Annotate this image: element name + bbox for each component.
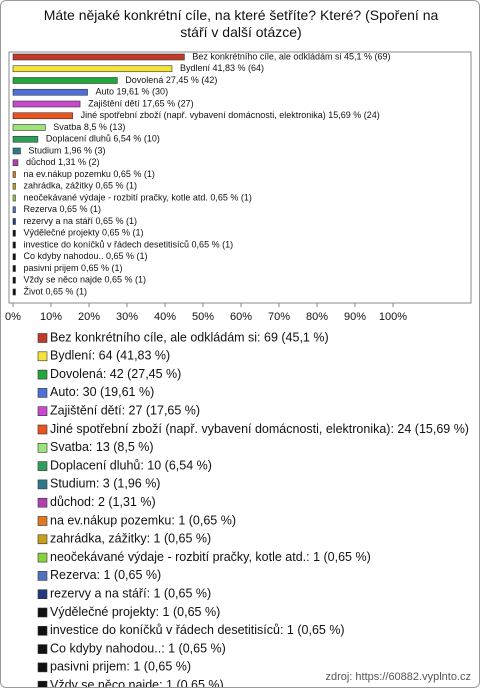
legend-swatch	[37, 571, 48, 581]
legend-label: důchod: 2 (1,31 %)	[50, 495, 156, 509]
bar	[12, 288, 16, 296]
bar-label: neočekávané výdaje - rozbití pračky, kot…	[23, 192, 251, 202]
legend-label: rezervy a na stáří: 1 (0,65 %)	[50, 586, 211, 600]
legend-swatch	[37, 662, 48, 673]
bar-label: Studium 1,96 % (3)	[28, 145, 105, 155]
bar-label: Co kdyby nahodou.. 0,65 % (1)	[23, 251, 147, 261]
x-tick-label: 0%	[5, 311, 21, 323]
bar	[12, 135, 39, 143]
legend-label: Auto: 30 (19,61 %)	[50, 385, 154, 399]
legend-swatch	[37, 644, 48, 654]
bar-label: Bez konkrétního cíle, ale odkládám si 45…	[192, 51, 390, 61]
bar	[12, 65, 173, 73]
bar	[12, 206, 16, 214]
legend-swatch	[37, 424, 48, 435]
legend-label: Studium: 3 (1,96 %)	[50, 477, 160, 491]
legend-swatch	[37, 589, 48, 600]
bar-label: Zajištění dětí 17,65 % (27)	[88, 98, 194, 108]
bar-label: zahrádka, zážitky 0,65 % (1)	[23, 181, 137, 191]
bar	[12, 276, 16, 284]
x-tick-label: 90%	[344, 311, 366, 323]
bar-label: Vždy se něco najde 0,65 % (1)	[23, 275, 146, 285]
legend-swatch	[37, 461, 48, 471]
bar-label: Doplacení dluhů 6,54 % (10)	[46, 134, 160, 144]
bar-label: na ev.nákup pozemku 0,65 % (1)	[23, 169, 154, 179]
bar	[12, 77, 118, 84]
legend-swatch	[37, 680, 48, 687]
bar-label: Jiné spotřební zboží (např. vybavení dom…	[81, 110, 380, 120]
legend-swatch	[37, 351, 48, 362]
legend-swatch	[37, 442, 48, 453]
bar	[12, 265, 16, 272]
x-tick-label: 100%	[379, 311, 407, 323]
x-tick-label: 10%	[40, 311, 62, 323]
x-tick-label: 30%	[116, 311, 138, 323]
source: zdroj: https://60882.vyplnto.cz	[325, 671, 471, 683]
x-tick-label: 40%	[154, 311, 176, 323]
bar	[12, 159, 19, 167]
bar-label: Dovolená 27,45 % (42)	[125, 75, 217, 85]
bar-label: Výdělečné projekty 0,65 % (1)	[23, 228, 143, 238]
bar	[12, 182, 16, 190]
x-tick-label: 20%	[78, 311, 100, 323]
legend-label: Vždy se něco najde: 1 (0,65 %)	[50, 678, 224, 687]
bar-label: rezervy a na stáří 0,65 % (1)	[23, 216, 137, 226]
legend-label: Zajištění dětí: 27 (17,65 %)	[50, 403, 200, 417]
legend-label: Rezerva: 1 (0,65 %)	[50, 568, 161, 582]
legend-swatch	[37, 369, 48, 380]
bar	[12, 112, 73, 120]
legend-label: Bez konkrétního cíle, ale odkládám si: 6…	[50, 330, 329, 344]
bar-label: Život 0,65 % (1)	[23, 286, 87, 296]
bar-label: investice do koníčků v řádech desetitisí…	[23, 239, 233, 249]
legend-swatch	[37, 534, 48, 545]
legend-label: neočekávané výdaje - rozbití pračky, kot…	[50, 550, 371, 564]
bar	[12, 171, 16, 178]
legend-label: Co kdyby nahodou..: 1 (0,65 %)	[50, 641, 226, 655]
legend-label: Doplacení dluhů: 10 (6,54 %)	[50, 458, 212, 472]
bar	[12, 147, 21, 155]
bar	[12, 88, 88, 96]
legend-label: Svatba: 13 (8,5 %)	[50, 440, 154, 454]
legend-swatch	[37, 406, 48, 417]
bar-label: Auto 19,61 % (30)	[96, 87, 169, 97]
bar	[12, 53, 185, 61]
bar-label: důchod 1,31 % (2)	[26, 157, 100, 167]
bar-label: pasivni prijem 0,65 % (1)	[23, 263, 122, 273]
legend-swatch	[37, 388, 48, 398]
legend-swatch	[37, 497, 48, 508]
legend-label: na ev.nákup pozemku: 1 (0,65 %)	[50, 513, 236, 527]
bar	[12, 194, 16, 202]
x-tick-label: 60%	[230, 311, 252, 323]
legend-label: zahrádka, zážitky: 1 (0,65 %)	[50, 532, 211, 546]
legend-label: Jiné spotřební zboží (např. vybavení dom…	[50, 422, 469, 436]
x-tick-label: 80%	[306, 311, 328, 323]
bar	[12, 100, 81, 108]
bar	[12, 241, 16, 249]
chart-title: Máte nějaké konkrétní cíle, na které šet…	[43, 7, 439, 40]
bar-label: Svatba 8,5 % (13)	[53, 122, 125, 132]
bar	[12, 124, 46, 131]
legend-swatch	[37, 516, 48, 526]
legend-label: Bydlení: 64 (41,83 %)	[50, 349, 170, 363]
legend-label: pasivni prijem: 1 (0,65 %)	[50, 660, 191, 674]
legend-label: Dovolená: 42 (27,45 %)	[50, 367, 181, 381]
legend-swatch	[37, 625, 48, 636]
bar-label: Bydlení 41,83 % (64)	[180, 63, 264, 73]
bar	[12, 218, 16, 225]
legend-swatch	[37, 479, 48, 490]
legend-label: investice do koníčků v řádech desetitisí…	[50, 623, 345, 637]
legend-swatch	[37, 552, 48, 563]
legend-swatch	[37, 333, 48, 343]
bar	[12, 253, 16, 261]
bar	[12, 229, 16, 237]
legend-label: Výdělečné projekty: 1 (0,65 %)	[50, 605, 220, 619]
legend-swatch	[37, 607, 48, 618]
x-tick-label: 50%	[192, 311, 214, 323]
x-tick-label: 70%	[268, 311, 290, 323]
bar-label: Rezerva 0,65 % (1)	[23, 204, 101, 214]
